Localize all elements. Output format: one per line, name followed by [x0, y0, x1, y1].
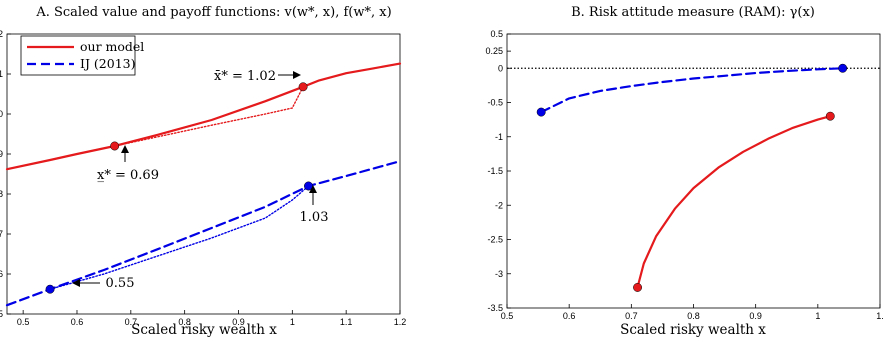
panel-a-xtick-label: 0.5 [17, 317, 30, 327]
annotation-upper-threshold: x̄* = 1.02 [214, 69, 301, 84]
annotation-ij-lower: 0.55 [72, 276, 135, 291]
panel-b-ytick-label: 0 [498, 63, 503, 73]
panel-a-series-our-model-payoff-f-w-x [113, 86, 304, 147]
panel-a-marker [298, 82, 308, 92]
panel-a-ytick-label: 5 [0, 309, 3, 319]
panel-b-marker [536, 107, 546, 117]
legend: our model IJ (2013) [20, 35, 144, 76]
panel-a-xtick-label: 0.9 [232, 317, 245, 327]
panel-a-ytick-label: 12 [0, 29, 3, 39]
panel-b-series-our-model [636, 115, 832, 289]
panel-a-ytick-label: 6 [0, 269, 3, 279]
panel-a-ytick-label: 10 [0, 109, 3, 119]
panel-b-xtick-label: 0.7 [625, 311, 638, 321]
panel-b-ytick-label: -0.5 [487, 98, 503, 108]
panel-b-xtick-label: 0.5 [501, 311, 514, 321]
panel-b-ytick-label: 0.5 [490, 29, 503, 39]
panel-b-xtick-label: 0.8 [687, 311, 700, 321]
panel-a-marker [110, 141, 120, 151]
panel-b-series-ij-2013 [540, 67, 844, 114]
panel-a-title: A. Scaled value and payoff functions: v(… [35, 5, 391, 20]
panel-b-marker [838, 63, 848, 73]
legend-label-ij: IJ (2013) [80, 56, 136, 71]
panel-b-xtick-label: 0.9 [749, 311, 762, 321]
panel-b-ytick-label: -3.5 [487, 303, 503, 313]
panel-a-ytick-label: 9 [0, 149, 3, 159]
annotation-upper-threshold-label: x̄* = 1.02 [214, 69, 276, 84]
panel-a-ytick-label: 11 [0, 69, 3, 79]
panel-b-ytick-label: 0.25 [485, 46, 503, 56]
panel-a-xtick-label: 0.6 [71, 317, 84, 327]
panel-b-title: B. Risk attitude measure (RAM): γ(x) [571, 5, 815, 20]
panel-a-ytick-label: 8 [0, 189, 3, 199]
panel-b-ytick-label: -2.5 [487, 235, 503, 245]
panel-a-series-ij-2013-payoff-f-w-x [49, 185, 310, 290]
panel-b-ytick-label: -2 [495, 200, 503, 210]
panel-a-points [45, 82, 313, 294]
legend-box [20, 35, 136, 76]
panel-a-ytick-label: 7 [0, 229, 3, 239]
panel-a-axes-frame [6, 33, 401, 315]
panel-a-series [5, 62, 402, 307]
panel-b-ytick-label: -1 [495, 132, 503, 142]
panel-b-ticks: 0.5 0.6 0.7 0.8 0.9 1 1. 0.5 0.25 0 -0.5 -1 -1.5 -2 -2… [485, 29, 883, 321]
annotation-lower-threshold-label: x̲* = 0.69 [97, 168, 159, 183]
panel-b-series [540, 67, 844, 289]
panel-a-xlabel: Scaled risky wealth x [131, 322, 277, 338]
panel-b-points [536, 63, 848, 292]
panel-a-xtick-label: 1.2 [394, 317, 407, 327]
panel-b-ytick-label: -3 [495, 269, 503, 279]
panel-a-marker [304, 181, 313, 191]
panel-a-xtick-label: 1.1 [340, 317, 353, 327]
panel-a: A. Scaled value and payoff functions: v(… [0, 5, 406, 338]
panel-a-ticks: 0.5 0.6 0.7 0.8 0.9 1 1.1 1.2 5 6 7 8 9 10 11 12 [0, 29, 406, 327]
panel-b-marker [633, 283, 642, 292]
panel-b-xtick-label: 0.6 [563, 311, 576, 321]
annotation-ij-upper-label: 1.03 [300, 210, 329, 225]
panel-a-xtick-label: 1 [290, 317, 295, 327]
panel-a-marker [45, 284, 55, 294]
annotation-ij-upper: 1.03 [300, 185, 329, 225]
panel-b-xtick-label: 1 [815, 311, 820, 321]
panel-b-xlabel: Scaled risky wealth x [620, 322, 766, 338]
panel-b-ytick-label: -1.5 [487, 166, 503, 176]
panel-b-xtick-label: 1. [876, 311, 884, 321]
panel-b-axes-frame [506, 33, 881, 309]
panel-a-xtick-label: 0.8 [178, 317, 191, 327]
panel-b-marker [825, 111, 835, 121]
legend-label-our-model: our model [80, 39, 144, 54]
panel-a-xtick-label: 0.7 [125, 317, 138, 327]
panel-a-series-our-model [5, 62, 402, 171]
annotation-lower-threshold: x̲* = 0.69 [97, 145, 159, 183]
panel-b: B. Risk attitude measure (RAM): γ(x) 0.5… [485, 5, 883, 338]
annotation-ij-lower-label: 0.55 [106, 276, 135, 291]
panel-a-series-ij-2013 [5, 160, 402, 307]
